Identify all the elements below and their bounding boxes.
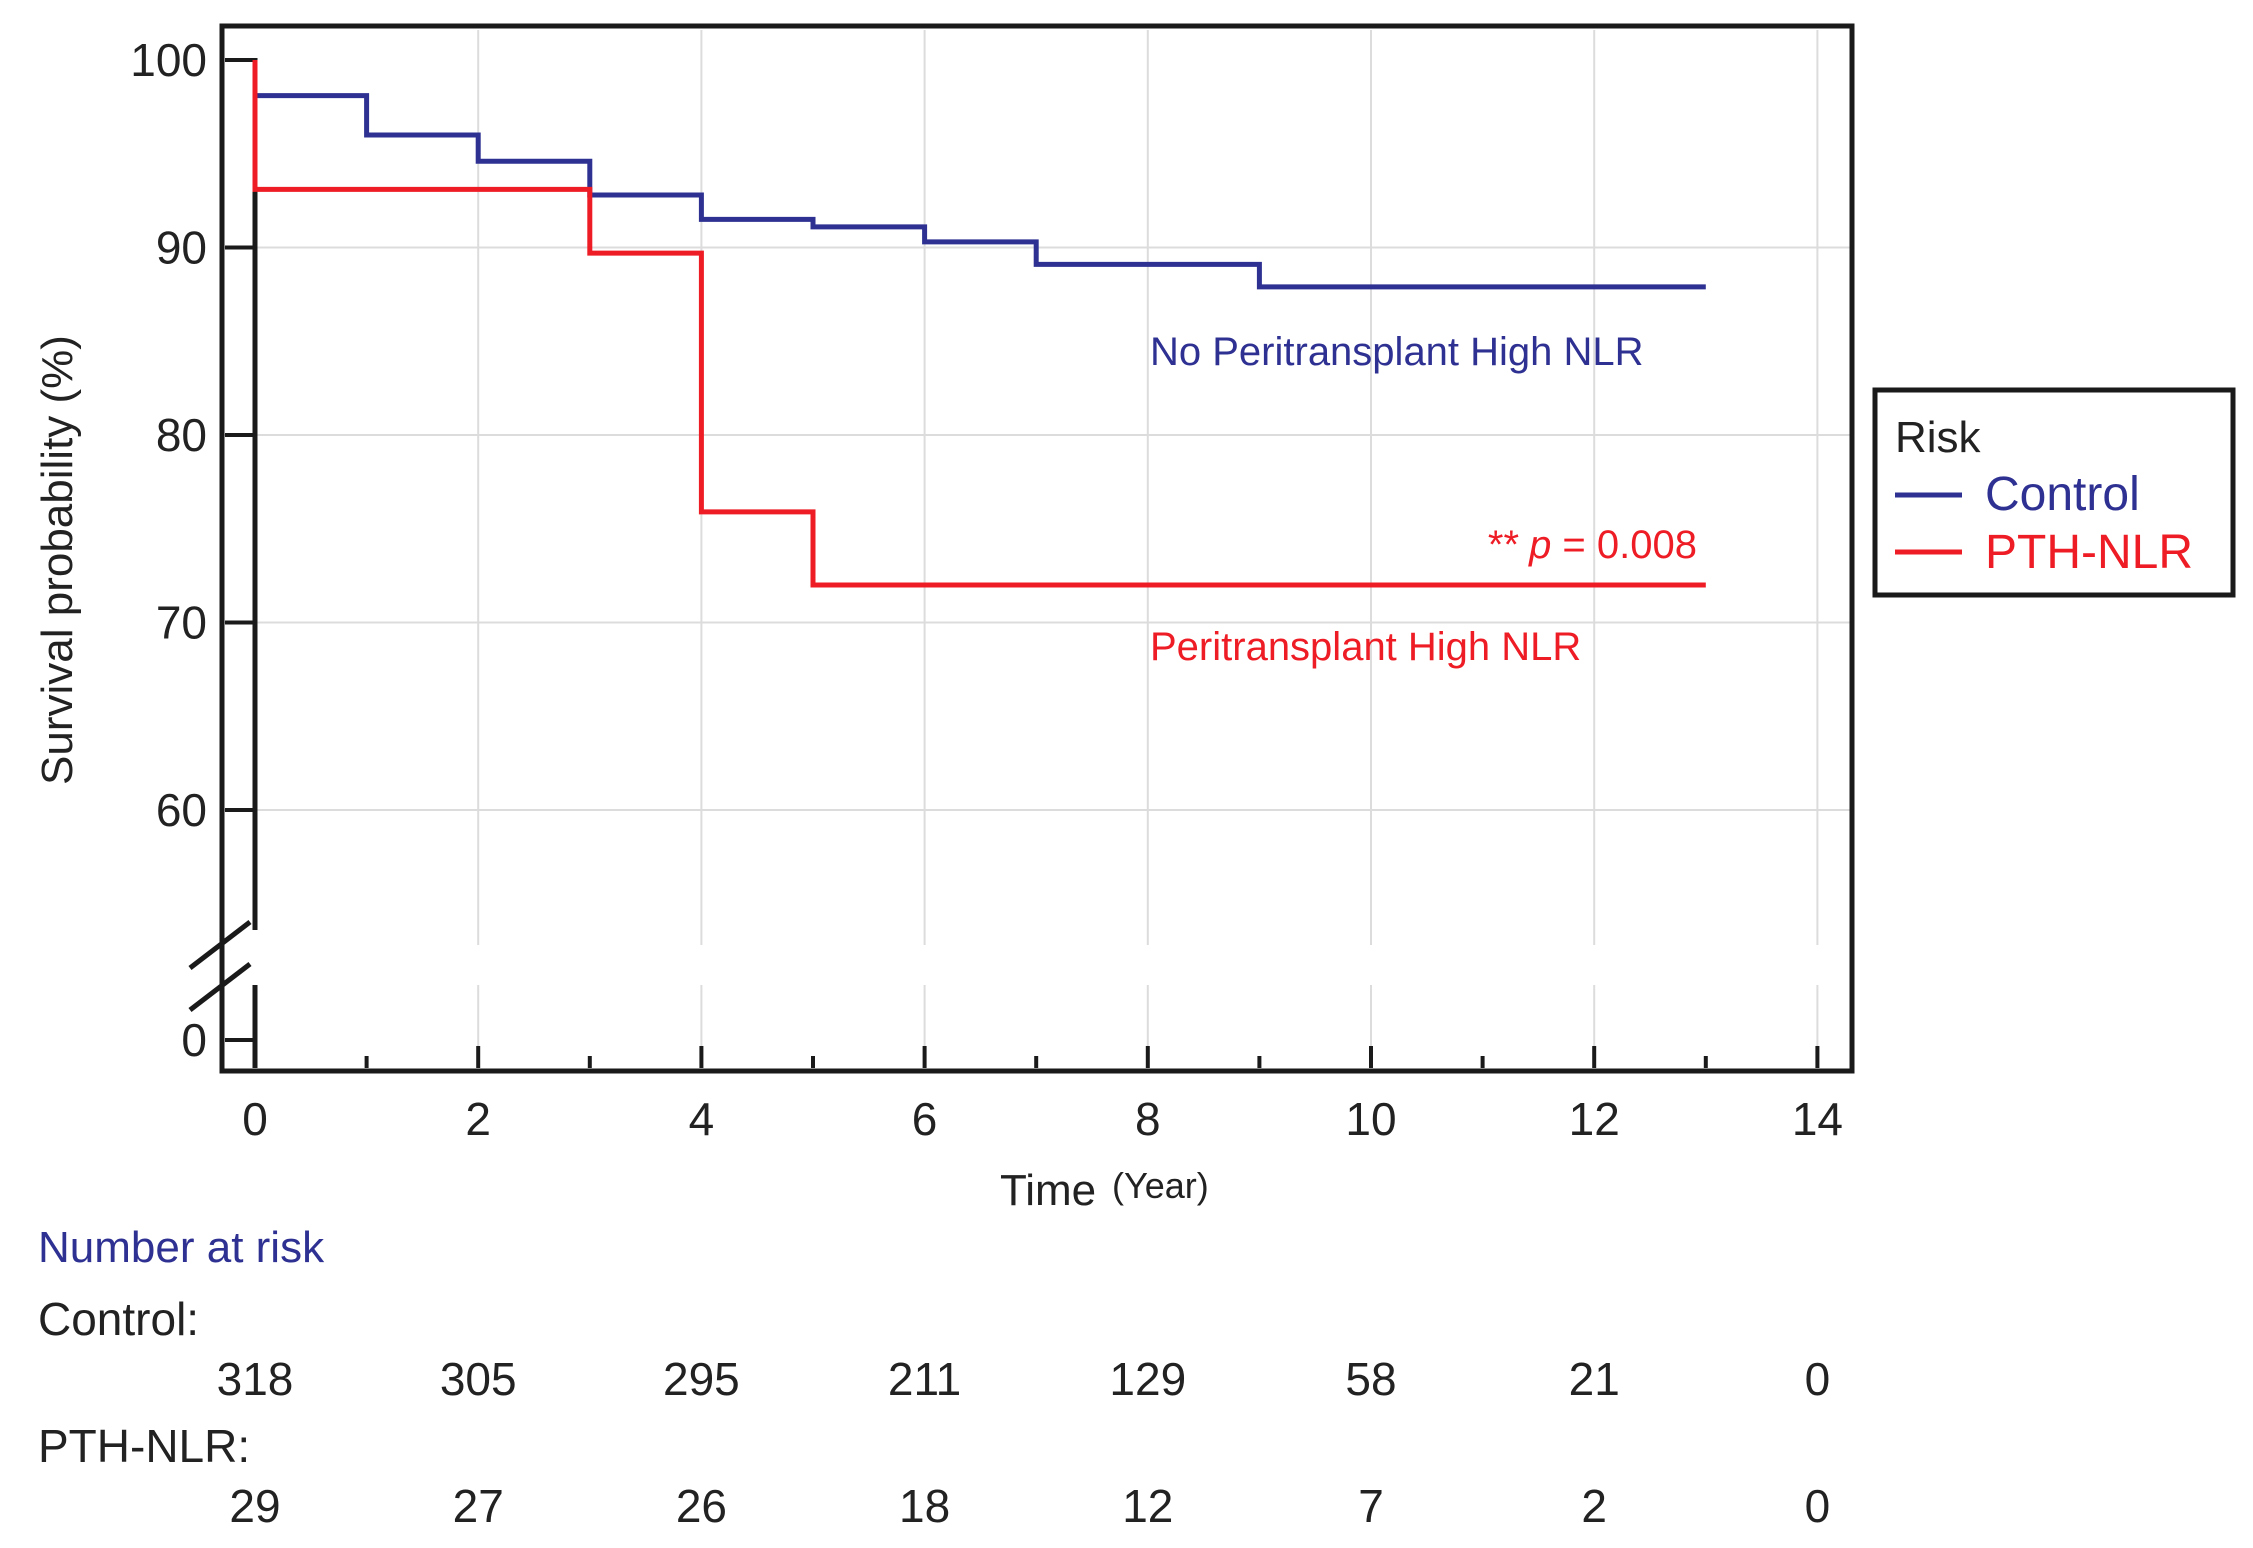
y-tick-label-zero: 0 (181, 1014, 207, 1066)
p-value-value: = 0.008 (1551, 523, 1697, 567)
risk-value-pth-nlr: 26 (676, 1480, 727, 1532)
y-axis-title: Survival probability (%) (33, 335, 82, 785)
risk-value-pth-nlr: 7 (1358, 1480, 1384, 1532)
axis-break-mark-upper (188, 920, 252, 970)
legend-label-pth-nlr: PTH-NLR (1985, 526, 2193, 579)
legend: Risk Control PTH-NLR (1872, 387, 2236, 598)
y-tick-label: 70 (156, 597, 207, 649)
p-value-label: ** p = 0.008 (1488, 523, 1697, 567)
x-tick-label: 6 (912, 1093, 938, 1145)
risk-value-control: 295 (663, 1353, 740, 1405)
x-tick-label: 12 (1569, 1093, 1620, 1145)
risk-value-pth-nlr: 12 (1122, 1480, 1173, 1532)
risk-table-title: Number at risk (38, 1223, 325, 1272)
p-value-stars: ** (1488, 523, 1519, 567)
x-tick-label: 4 (689, 1093, 715, 1145)
series-line-pth-nlr (252, 60, 1706, 588)
risk-value-pth-nlr: 2 (1581, 1480, 1607, 1532)
plot-frame (219, 23, 1855, 1074)
risk-value-control: 0 (1805, 1353, 1831, 1405)
y-tick-label: 80 (156, 409, 207, 461)
legend-title: Risk (1895, 413, 1982, 462)
y-tick-label: 60 (156, 784, 207, 836)
risk-value-control: 129 (1109, 1353, 1186, 1405)
y-tick-label: 100 (130, 34, 207, 86)
risk-value-control: 318 (217, 1353, 294, 1405)
legend-label-control: Control (1985, 468, 2140, 521)
grid (222, 30, 1852, 1068)
y-tick-label: 90 (156, 222, 207, 274)
axis-break-mark-lower (188, 962, 252, 1012)
risk-value-control: 21 (1569, 1353, 1620, 1405)
x-tick-label: 10 (1345, 1093, 1396, 1145)
risk-value-pth-nlr: 18 (899, 1480, 950, 1532)
risk-table: Number at risk Control: PTH-NLR: 318 305 2… (38, 1223, 1830, 1532)
risk-value-pth-nlr: 29 (229, 1480, 280, 1532)
risk-row-label-control: Control: (38, 1293, 199, 1345)
risk-value-control: 58 (1345, 1353, 1396, 1405)
x-axis-unit: (Year) (1112, 1165, 1209, 1206)
x-tick-label: 8 (1135, 1093, 1161, 1145)
risk-row-label-pth-nlr: PTH-NLR: (38, 1420, 250, 1472)
risk-value-control: 211 (888, 1353, 961, 1405)
x-tick-label: 0 (242, 1093, 268, 1145)
p-value-p: p (1528, 523, 1551, 567)
series-line-control (252, 60, 1706, 290)
pth-nlr-annotation: Peritransplant High NLR (1150, 625, 1581, 669)
risk-value-pth-nlr: 0 (1805, 1480, 1831, 1532)
x-axis-title: Time (1000, 1166, 1096, 1215)
risk-value-pth-nlr: 27 (453, 1480, 504, 1532)
x-tick-label: 14 (1792, 1093, 1843, 1145)
x-tick-label: 2 (465, 1093, 491, 1145)
axes: 100 90 80 70 60 00 2 4 6 8 10 12 14 (130, 34, 1843, 1145)
control-annotation: No Peritransplant High NLR (1150, 330, 1644, 374)
risk-value-control: 305 (440, 1353, 517, 1405)
series-lines (252, 60, 1706, 588)
